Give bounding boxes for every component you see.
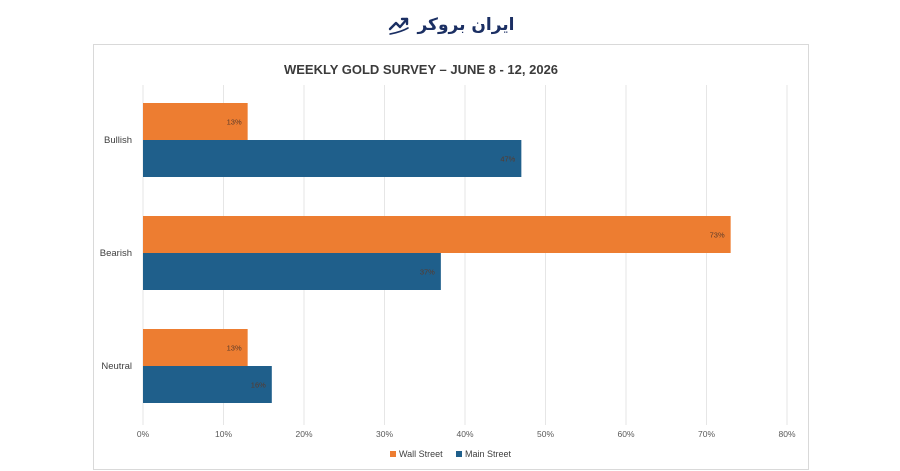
x-tick-label: 60% bbox=[617, 429, 634, 439]
x-tick-label: 40% bbox=[456, 429, 473, 439]
bar bbox=[143, 253, 441, 290]
trend-chart-icon bbox=[389, 17, 410, 35]
data-label: 37% bbox=[420, 268, 435, 277]
x-tick-label: 80% bbox=[778, 429, 795, 439]
bar-chart: WEEKLY GOLD SURVEY – JUNE 8 - 12, 2026 1… bbox=[100, 62, 796, 459]
data-label: 13% bbox=[227, 344, 242, 353]
legend-label: Wall Street bbox=[399, 449, 443, 459]
bar bbox=[143, 329, 248, 366]
logo-text: ایران بروکر bbox=[417, 15, 515, 35]
bar bbox=[143, 103, 248, 140]
x-tick-label: 50% bbox=[537, 429, 554, 439]
bar bbox=[143, 366, 272, 403]
category-label: Neutral bbox=[101, 361, 132, 372]
chart-panel: WEEKLY GOLD SURVEY – JUNE 8 - 12, 2026 1… bbox=[93, 44, 809, 470]
legend-label: Main Street bbox=[465, 449, 512, 459]
data-label: 73% bbox=[710, 231, 725, 240]
data-label: 16% bbox=[251, 381, 266, 390]
x-tick-label: 10% bbox=[215, 429, 232, 439]
x-tick-label: 30% bbox=[376, 429, 393, 439]
bar bbox=[143, 216, 731, 253]
bars: 13% 47% 73% 37% 13% 16% bbox=[143, 103, 731, 403]
category-label: Bearish bbox=[100, 248, 132, 259]
category-label: Bullish bbox=[104, 135, 132, 146]
legend: Wall Street Main Street bbox=[390, 449, 512, 459]
x-tick-label: 70% bbox=[698, 429, 715, 439]
legend-swatch bbox=[390, 451, 396, 457]
x-tick-label: 0% bbox=[137, 429, 150, 439]
data-label: 13% bbox=[227, 118, 242, 127]
category-labels: Bullish Bearish Neutral bbox=[100, 135, 132, 372]
logo: ایران بروکر bbox=[386, 10, 516, 40]
x-tick-label: 20% bbox=[295, 429, 312, 439]
bar bbox=[143, 140, 522, 177]
chart-title: WEEKLY GOLD SURVEY – JUNE 8 - 12, 2026 bbox=[284, 62, 558, 77]
x-axis-ticks: 0% 10% 20% 30% 40% 50% 60% 70% 80% bbox=[137, 429, 796, 439]
data-label: 47% bbox=[500, 155, 515, 164]
legend-swatch bbox=[456, 451, 462, 457]
